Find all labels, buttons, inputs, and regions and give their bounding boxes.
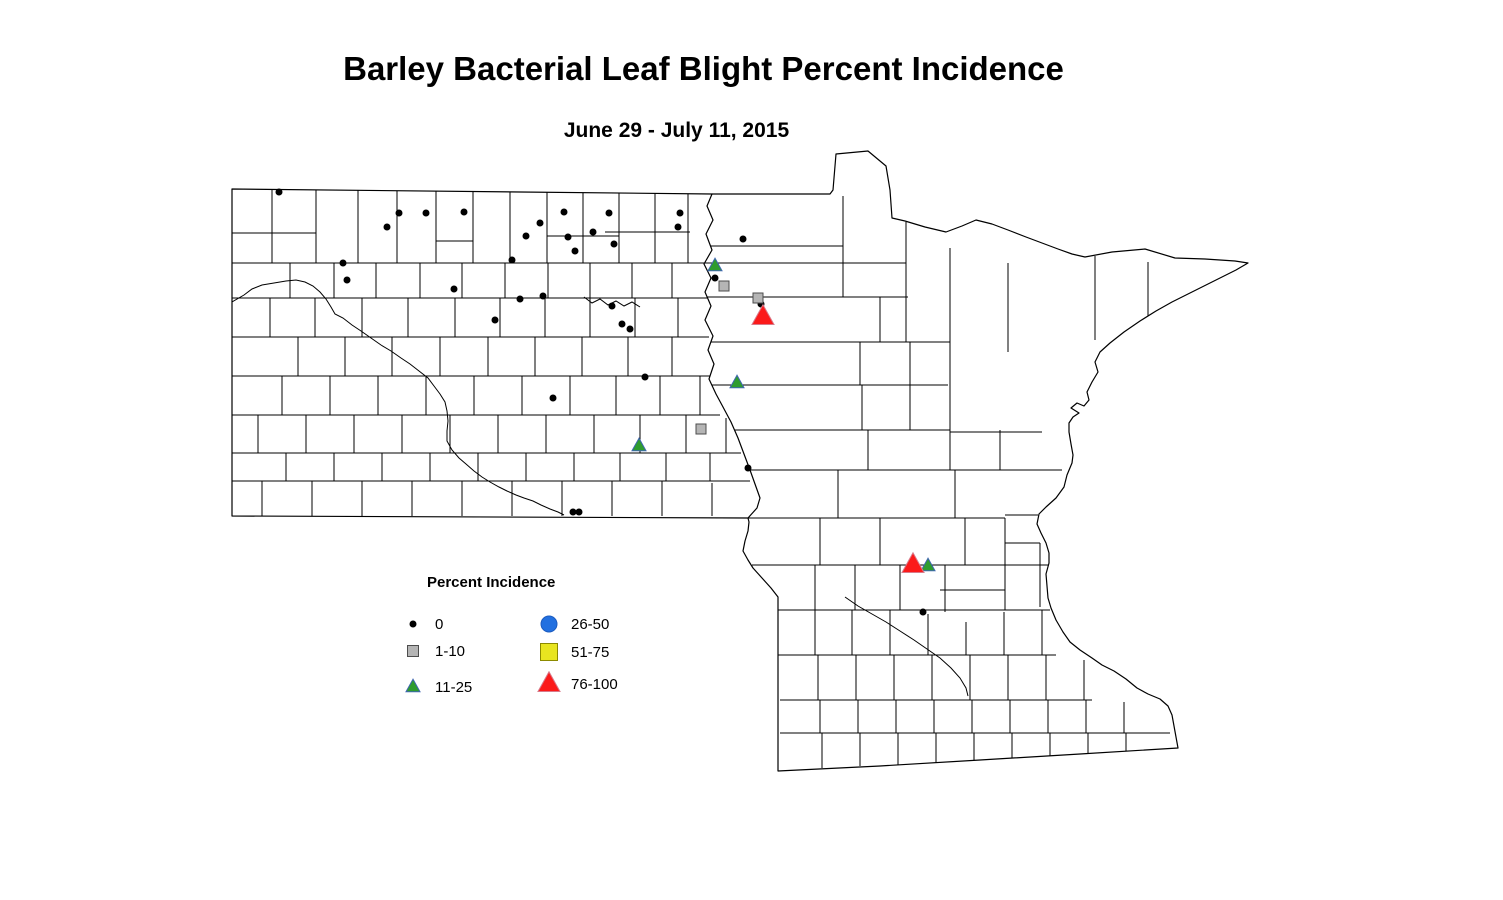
incidence-marker-0	[383, 223, 391, 231]
incidence-marker-0	[339, 259, 347, 267]
incidence-marker-11-25	[631, 437, 647, 452]
markers-layer	[275, 188, 936, 616]
incidence-marker-0	[674, 223, 682, 231]
incidence-marker-0	[589, 228, 597, 236]
incidence-marker-0	[641, 373, 649, 381]
legend-item: 11-25	[398, 674, 472, 700]
legend-item-label: 76-100	[571, 675, 618, 693]
legend-item-label: 11-25	[435, 678, 473, 696]
incidence-marker-11-25	[729, 374, 745, 389]
legend-title: Percent Incidence	[427, 574, 556, 591]
incidence-marker-0	[450, 285, 458, 293]
county-lines-minnesota	[704, 196, 1170, 768]
legend-symbol-square-icon	[407, 645, 419, 657]
incidence-marker-0	[744, 464, 752, 472]
legend-symbol-triangle-icon	[537, 671, 561, 693]
incidence-marker-0	[275, 188, 283, 196]
county-lines-north-dakota	[232, 189, 750, 516]
incidence-marker-11-25	[707, 257, 723, 272]
legend-item: 26-50	[534, 611, 618, 637]
figure-title: Barley Bacterial Leaf Blight Percent Inc…	[343, 50, 1064, 87]
incidence-marker-1-10	[695, 423, 707, 435]
incidence-marker-0	[508, 256, 516, 264]
incidence-marker-0	[575, 508, 583, 516]
incidence-marker-0	[395, 209, 403, 217]
incidence-marker-1-10	[718, 280, 730, 292]
incidence-marker-0	[460, 208, 468, 216]
legend-column-2: 26-50 51-75 76-100	[534, 611, 618, 697]
legend-symbol-square-icon	[540, 643, 558, 661]
state-outline-minnesota	[712, 150, 1249, 772]
legend-item-label: 51-75	[571, 643, 610, 661]
incidence-marker-0	[564, 233, 572, 241]
incidence-marker-0	[422, 209, 430, 217]
incidence-marker-0	[536, 219, 544, 227]
incidence-marker-0	[539, 292, 547, 300]
legend-symbol-circle-icon	[540, 615, 558, 633]
minnesota-river-line	[844, 596, 969, 697]
legend-column-1: 0 1-10 11-25	[398, 611, 472, 700]
missouri-river-line	[232, 279, 565, 516]
incidence-marker-0	[560, 208, 568, 216]
legend-symbol-dot-icon	[409, 620, 417, 628]
legend-item: 76-100	[534, 671, 618, 697]
incidence-marker-11-25	[920, 557, 936, 572]
legend-item-label: 26-50	[571, 615, 610, 633]
incidence-marker-0	[549, 394, 557, 402]
incidence-marker-76-100	[901, 551, 925, 574]
incidence-marker-0	[711, 274, 719, 282]
incidence-marker-0	[522, 232, 530, 240]
incidence-marker-1-10	[752, 292, 764, 304]
incidence-marker-0	[919, 608, 927, 616]
incidence-marker-76-100	[751, 303, 775, 326]
incidence-marker-0	[516, 295, 524, 303]
incidence-marker-0	[676, 209, 684, 217]
incidence-marker-0	[491, 316, 499, 324]
legend-item-label: 0	[435, 615, 444, 633]
state-outline-north-dakota	[231, 188, 761, 519]
incidence-marker-0	[626, 325, 634, 333]
incidence-marker-0	[608, 302, 616, 310]
incidence-marker-0	[618, 320, 626, 328]
incidence-marker-0	[605, 209, 613, 217]
incidence-marker-0	[569, 508, 577, 516]
legend-item: 51-75	[534, 639, 618, 665]
legend-item-label: 1-10	[435, 642, 466, 660]
figure-subtitle: June 29 - July 11, 2015	[563, 119, 790, 142]
incidence-marker-0	[610, 240, 618, 248]
legend-symbol-triangle-icon	[405, 678, 421, 693]
incidence-marker-0	[571, 247, 579, 255]
legend-item: 0	[398, 611, 472, 637]
incidence-marker-0	[739, 235, 747, 243]
incidence-marker-0	[343, 276, 351, 284]
legend-item: 1-10	[398, 638, 472, 664]
